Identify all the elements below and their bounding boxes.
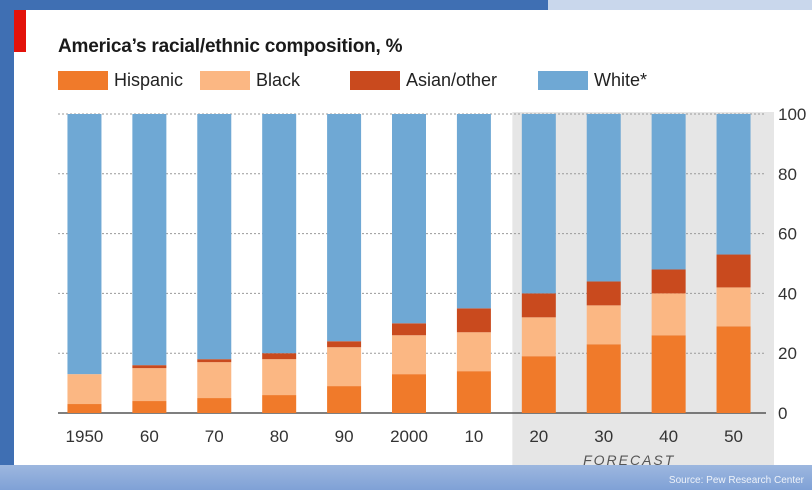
bar-segment [521,114,556,294]
y-tick-label: 20 [778,344,797,363]
chart-panel: America’s racial/ethnic composition, % H… [14,10,812,465]
bar-segment [132,114,167,366]
chart-canvas: 0 20 40 60 80 100 1950 60 70 80 90 2000 10 20 30 40 50 FO… [58,105,806,465]
legend-label-hispanic: Hispanic [114,70,184,90]
bar-segment [327,347,362,387]
x-tick-label: 90 [335,427,354,446]
bar-segment [456,114,491,309]
bar-segment [262,395,297,413]
legend-swatch-hispanic [58,71,108,90]
bar-segment [716,114,751,255]
bar-segment [521,317,556,357]
x-tick-label: 60 [140,427,159,446]
bar-segment [716,287,751,327]
bar-segment [197,359,232,363]
background-strip-bottom [0,465,812,490]
bar-segment [716,326,751,413]
bar-segment [327,386,362,413]
bar-segment [651,293,686,336]
y-tick-label: 40 [778,284,797,303]
bar-segment [456,332,491,372]
bar-segment [392,114,426,324]
x-tick-label: 80 [270,427,289,446]
bar-segment [392,335,426,375]
bar-segment [327,114,362,342]
bar-segment [651,335,686,413]
legend-label-white: White* [594,70,648,90]
y-tick-label: 60 [778,225,797,244]
x-tick-label: 10 [464,427,483,446]
bar-segment [262,114,297,354]
bar-segment [262,359,297,396]
bar-segment [132,368,167,402]
bar-segment [67,114,102,375]
bar-segment [651,114,686,270]
bar-segment [586,114,621,282]
forecast-label: FORECAST [583,452,675,465]
bar-segment [262,353,297,360]
bar-segment [651,269,686,294]
legend-label-asian-other: Asian/other [406,70,498,90]
bar-segment [521,293,556,318]
bar-segment [132,365,167,369]
bar-segment [456,308,491,333]
x-tick-label: 50 [724,427,743,446]
bar-segment [197,114,232,360]
bar-segment [392,374,426,413]
x-tick-label: 70 [205,427,224,446]
bar-segment [327,341,362,348]
accent-mark [14,10,26,52]
bar-segment [67,374,102,405]
bar-segment [67,404,102,413]
x-tick-label: 20 [529,427,548,446]
legend-item-black: Black [200,70,300,91]
bar-segment [456,371,491,413]
x-tick-label: 30 [594,427,613,446]
x-tick-label: 2000 [390,427,428,446]
source-note: Source: Pew Research Center [668,475,804,486]
legend-item-hispanic: Hispanic [58,70,183,91]
bar-segment [716,254,751,288]
legend-swatch-asian-other [350,71,400,90]
bar-segment [197,398,232,413]
x-tick-label: 1950 [66,427,104,446]
legend-swatch-black [200,71,250,90]
bar-segment [586,344,621,413]
y-tick-label: 100 [778,105,806,124]
bar-segment [392,323,426,336]
bar-segment [521,356,556,413]
bar-segment [197,362,232,399]
y-tick-label: 0 [778,404,787,423]
legend-item-asian-other: Asian/other [350,70,497,91]
legend-item-white: White* [538,70,647,91]
bar-segment [132,401,167,413]
y-tick-label: 80 [778,165,797,184]
chart-title: America’s racial/ethnic composition, % [58,36,403,57]
x-tick-label: 40 [659,427,678,446]
legend-label-black: Black [256,70,301,90]
legend-swatch-white [538,71,588,90]
bar-segment [586,281,621,306]
bar-segment [586,305,621,345]
